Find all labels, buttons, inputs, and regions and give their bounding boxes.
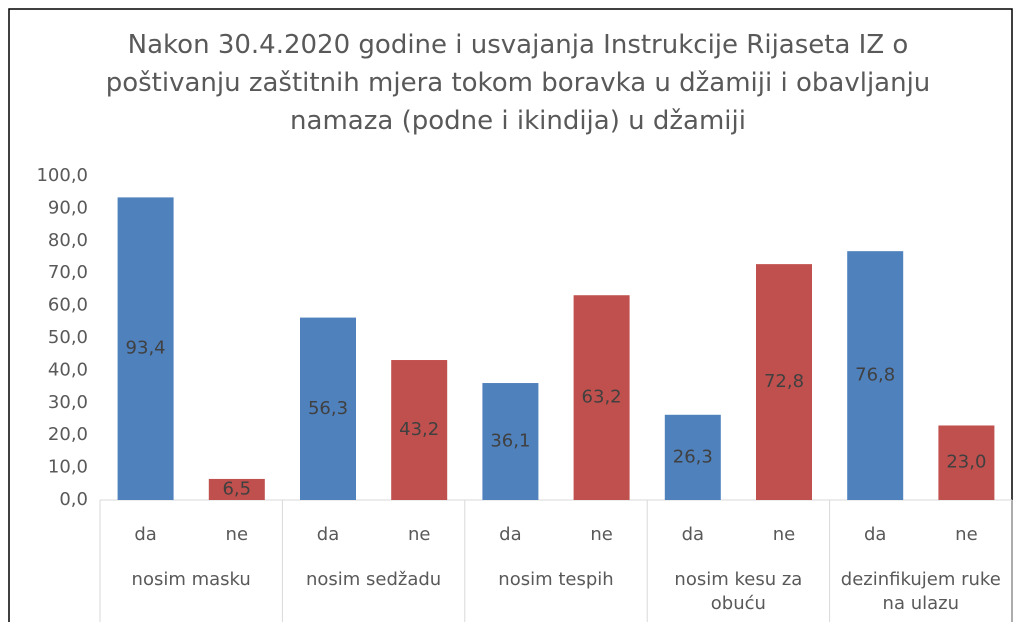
y-tick-label: 90,0 <box>48 197 88 218</box>
data-label: 23,0 <box>946 452 986 473</box>
group-label: nosim masku <box>131 569 251 590</box>
bar <box>756 264 812 500</box>
y-tick-label: 80,0 <box>48 230 88 251</box>
x-tick-label: ne <box>226 524 248 545</box>
bar <box>300 317 356 500</box>
data-label: 43,2 <box>399 419 439 440</box>
y-tick-label: 70,0 <box>48 262 88 283</box>
data-label: 36,1 <box>490 431 530 452</box>
x-tick-label: da <box>864 524 886 545</box>
bar <box>938 425 995 500</box>
bar <box>208 478 265 500</box>
group-label: nosim tespih <box>498 569 614 590</box>
group-label: nosim kesu za obuću <box>674 569 803 614</box>
bar <box>391 360 448 500</box>
bar <box>847 251 904 500</box>
x-tick-label: ne <box>955 524 977 545</box>
bar <box>573 295 630 500</box>
bar <box>482 383 539 500</box>
y-tick-label: 30,0 <box>48 392 88 413</box>
x-tick-label: da <box>317 524 339 545</box>
x-tick-label: da <box>134 524 156 545</box>
y-tick-label: 100,0 <box>36 165 88 186</box>
y-tick-label: 40,0 <box>48 359 88 380</box>
y-tick-label: 10,0 <box>48 457 88 478</box>
data-label: 93,4 <box>126 338 166 359</box>
y-tick-label: 0,0 <box>59 489 88 510</box>
data-label: 72,8 <box>764 371 804 392</box>
chart-border <box>8 8 1013 622</box>
bar <box>664 414 721 500</box>
data-label: 26,3 <box>673 446 713 467</box>
data-label: 63,2 <box>582 387 622 408</box>
group-label: nosim sedžadu <box>305 569 442 590</box>
y-tick-label: 20,0 <box>48 424 88 445</box>
group-label: dezinfikujem ruke na ulazu <box>840 569 1001 614</box>
x-tick-label: ne <box>408 524 430 545</box>
x-tick-label: ne <box>773 524 795 545</box>
y-tick-label: 60,0 <box>48 295 88 316</box>
x-tick-label: da <box>499 524 521 545</box>
data-label: 76,8 <box>855 365 895 386</box>
x-tick-label: da <box>682 524 704 545</box>
bar <box>117 197 174 500</box>
data-label: 6,5 <box>222 478 251 499</box>
x-tick-label: ne <box>590 524 612 545</box>
chart-title: Nakon 30.4.2020 godine i usvajanja Instr… <box>105 30 931 136</box>
data-label: 56,3 <box>308 398 348 419</box>
y-tick-label: 50,0 <box>48 327 88 348</box>
